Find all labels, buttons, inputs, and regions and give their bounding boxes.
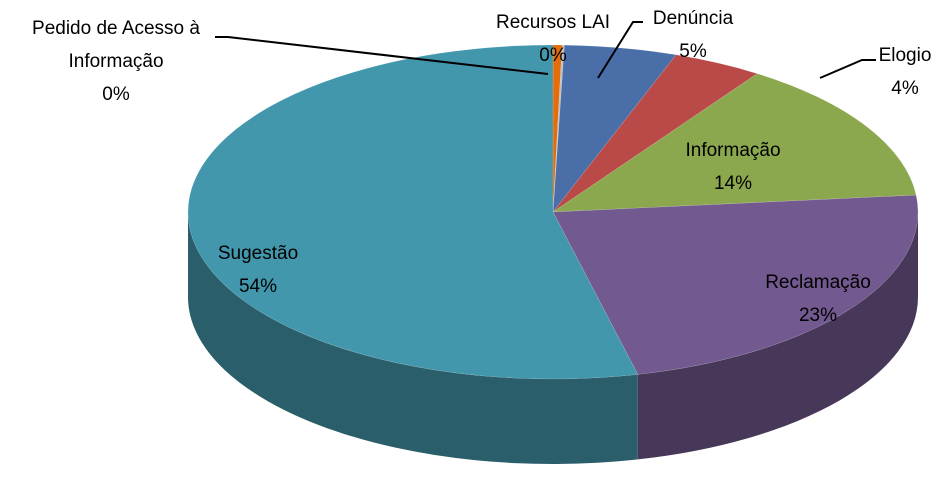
- leader-line: [819, 59, 876, 79]
- slice: [187, 44, 639, 380]
- slice-label: Informação 14%: [640, 134, 826, 200]
- category-name: Reclamação: [765, 272, 871, 293]
- slice: [552, 44, 563, 213]
- leader-line: [215, 36, 549, 75]
- category-name: Elogio: [878, 45, 932, 66]
- value-label: 23%: [798, 305, 838, 326]
- slice-label: Pedido de Acesso à Informação 0%: [0, 12, 232, 111]
- slice-label: Denúncia 5%: [620, 2, 766, 68]
- category-name: Denúncia: [652, 8, 734, 29]
- slice: [552, 194, 919, 375]
- category-name: Informação: [685, 140, 781, 161]
- slice-side: [188, 212, 638, 464]
- value-label: 4%: [891, 78, 919, 99]
- value-label: 14%: [713, 173, 753, 194]
- slice-label: Reclamação 23%: [720, 266, 916, 332]
- category-name: Sugestão: [217, 243, 299, 264]
- category-name: Pedido de Acesso à Informação: [32, 18, 200, 72]
- slice-label: Sugestão 54%: [170, 237, 346, 303]
- slice-side: [637, 212, 918, 460]
- slice: [552, 44, 565, 213]
- slice-label: Elogio 4%: [850, 39, 944, 105]
- value-label: 0%: [539, 45, 567, 66]
- slice: [552, 44, 677, 213]
- value-label: 54%: [238, 276, 278, 297]
- slice: [552, 73, 917, 213]
- slice-label: Recursos LAI 0%: [470, 6, 636, 72]
- value-label: 5%: [679, 41, 707, 62]
- leader-line: [597, 21, 643, 79]
- slice: [552, 54, 758, 213]
- value-label: 0%: [102, 84, 130, 105]
- category-name: Recursos LAI: [495, 12, 611, 33]
